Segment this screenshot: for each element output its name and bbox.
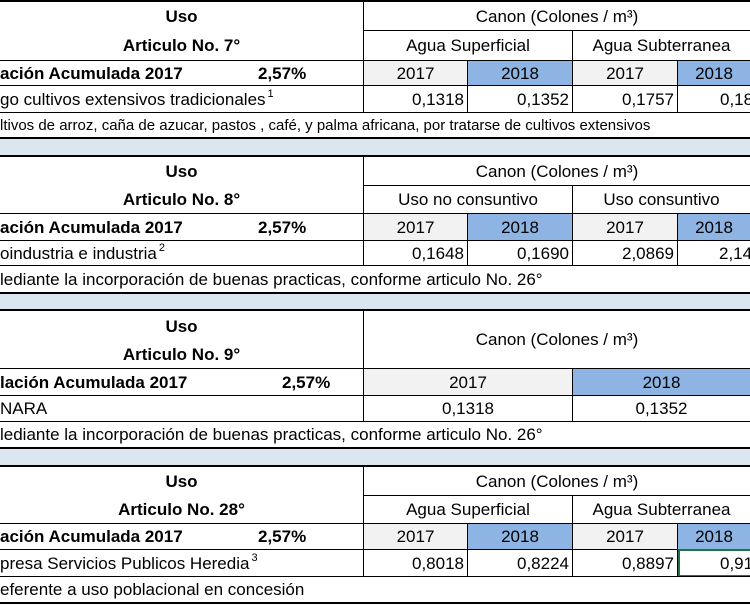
value-cell: 0,1318 (412, 89, 464, 109)
row-label: oindustria e industria (0, 243, 157, 263)
canon-header: Canon (Colones / m³) (475, 6, 639, 26)
value-cell: 0,1648 (412, 243, 464, 263)
year-2017-b: 2017 (573, 61, 677, 85)
year-2018-a: 2018 (468, 61, 572, 85)
articulo-label: Articulo No. 9° (122, 344, 241, 364)
year-2018-b: 2018 (678, 524, 750, 549)
selected-cell[interactable] (678, 549, 750, 577)
value-cell: 0,8018 (412, 553, 464, 573)
value-cell: 0,1318 (442, 399, 494, 418)
col-agua-subterranea: Agua Subterranea (592, 500, 731, 519)
footnote-text: ltivos de arroz, caña de azucar, pastos … (0, 116, 651, 134)
table-row: oindustria e industria 2 (0, 241, 363, 265)
table-row: go cultivos extensivos tradicionales 1 (0, 86, 363, 112)
articulo-label: Articulo No. 8° (122, 190, 241, 209)
inflacion-value: 2,57% (258, 63, 307, 83)
col-agua-subterranea: Agua Subterranea (592, 36, 731, 55)
inflacion-label: ación Acumulada 2017 (0, 527, 183, 546)
footnote-mark: 3 (251, 551, 258, 564)
inflacion-label: ación Acumulada 2017 (0, 63, 183, 83)
footnote-text: lediante la incorporación de buenas prac… (0, 269, 543, 289)
value-cell: 2,14 (719, 243, 750, 263)
inflacion-value: 2,57% (258, 527, 307, 546)
value-cell[interactable]: 0,91 (720, 553, 750, 573)
inflacion-value: 2,57% (258, 217, 307, 237)
year-2018-b: 2018 (678, 61, 750, 85)
value-cell: 0,1352 (635, 399, 688, 418)
year-2018-b: 2018 (678, 214, 750, 240)
year-2017-b: 2017 (573, 524, 677, 549)
inflacion-label: lación Acumulada 2017 (0, 372, 188, 392)
value-cell: 0,8897 (622, 553, 674, 573)
uso-header: Uso (165, 161, 198, 181)
value-cell: 0,18 (720, 89, 750, 109)
footnote-text: eferente a uso poblacional en concesión (0, 580, 305, 599)
row-label: presa Servicios Publicos Heredia (0, 553, 250, 573)
year-2017-b: 2017 (573, 214, 677, 240)
row-label: NARA (0, 399, 48, 418)
footnote-mark: 2 (158, 241, 165, 254)
col-agua-superficial: Agua Superficial (406, 500, 530, 519)
year-2018-a: 2018 (468, 214, 572, 240)
inflacion-label: ación Acumulada 2017 (0, 217, 183, 237)
articulo-label: Articulo No. 7° (122, 36, 241, 55)
canon-header: Canon (Colones / m³) (475, 161, 639, 181)
table-row: presa Servicios Publicos Heredia 3 (0, 550, 363, 576)
uso-header: Uso (165, 316, 198, 336)
uso-header: Uso (165, 6, 198, 26)
value-cell: 0,1352 (517, 89, 569, 109)
articulo-label: Articulo No. 28° (118, 500, 245, 519)
row-label: go cultivos extensivos tradicionales (0, 89, 266, 109)
value-cell: 0,8224 (517, 553, 569, 573)
footnote-text: lediante la incorporación de buenas prac… (0, 425, 543, 444)
canon-header: Canon (Colones / m³) (475, 330, 639, 349)
col-agua-superficial: Agua Superficial (406, 36, 530, 55)
year-2017: 2017 (364, 369, 572, 395)
year-2017-a: 2017 (364, 214, 467, 240)
inflacion-value: 2,57% (282, 372, 331, 392)
value-cell: 0,1690 (517, 243, 569, 263)
year-2018-a: 2018 (468, 524, 572, 549)
value-cell: 2,0869 (622, 243, 674, 263)
uso-header: Uso (165, 471, 198, 491)
year-2017-a: 2017 (364, 524, 467, 549)
footnote-mark: 1 (267, 87, 274, 100)
value-cell: 0,1757 (622, 89, 674, 109)
year-2018: 2018 (573, 369, 750, 395)
col-uso-consuntivo: Uso consuntivo (603, 190, 720, 209)
canon-header: Canon (Colones / m³) (475, 471, 639, 491)
col-uso-no-consuntivo: Uso no consuntivo (398, 190, 538, 209)
year-2017-a: 2017 (364, 61, 467, 85)
